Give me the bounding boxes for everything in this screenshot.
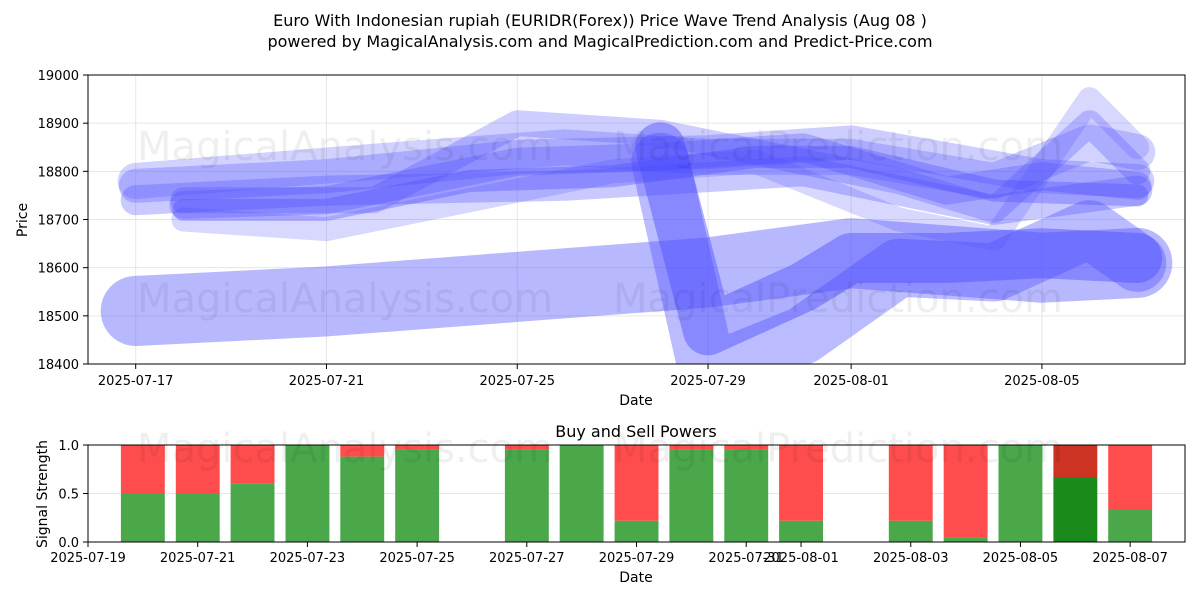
power-x-tick-label: 2025-08-05	[983, 551, 1059, 566]
power-y-ticks: 0.0 0.5 1.0	[58, 439, 88, 551]
price-wave-series	[171, 87, 1150, 251]
price-y-tick-label: 18500	[38, 310, 79, 325]
chart-title-line2: powered by MagicalAnalysis.com and Magic…	[267, 32, 932, 51]
buy-power-bar	[285, 445, 330, 542]
buy-power-bar	[504, 449, 549, 542]
price-y-tick-label: 18700	[38, 214, 79, 229]
price-wave-series	[169, 133, 1152, 219]
buy-power-bar	[230, 483, 275, 542]
power-chart: Buy and Sell Powers MagicalAnalysis.com …	[35, 422, 1186, 586]
power-x-tick-label: 2025-08-01	[763, 551, 839, 566]
power-x-tick-label: 2025-07-21	[160, 551, 236, 566]
sell-power-bar	[669, 445, 714, 450]
buy-power-bar	[1053, 477, 1098, 542]
price-wave-series	[120, 156, 1153, 225]
price-x-ticks: 2025-07-17 2025-07-21 2025-07-25 2025-07-29…	[98, 364, 1080, 389]
price-x-tick-label: 2025-07-29	[670, 374, 746, 389]
sell-power-bar	[340, 445, 385, 457]
buy-power-bar	[614, 520, 659, 542]
sell-power-bar	[943, 445, 988, 538]
power-y-tick-label: 1.0	[58, 439, 79, 454]
power-watermark-left: MagicalAnalysis.com	[137, 426, 553, 472]
sell-power-bar	[888, 445, 933, 521]
watermark-left: MagicalAnalysis.com	[137, 124, 553, 170]
price-x-tick-label: 2025-07-21	[289, 374, 365, 389]
sell-power-bar	[230, 445, 275, 484]
buy-power-bar	[724, 449, 769, 542]
power-x-tick-label: 2025-07-23	[270, 551, 346, 566]
sell-power-bar	[504, 445, 549, 450]
buy-power-bar	[779, 520, 823, 542]
power-x-tick-label: 2025-07-29	[599, 551, 675, 566]
sell-power-bar	[614, 445, 659, 521]
power-x-tick-label: 2025-07-27	[489, 551, 565, 566]
price-watermarks: MagicalAnalysis.com MagicalPrediction.co…	[137, 124, 1063, 322]
price-wave-series	[170, 110, 1151, 223]
price-y-tick-label: 18400	[38, 358, 79, 373]
buy-power-bar	[998, 445, 1043, 542]
price-wave-series	[100, 218, 1173, 346]
power-x-tick-label: 2025-07-25	[379, 551, 455, 566]
power-x-tick-label: 2025-07-19	[50, 551, 126, 566]
buy-power-bar	[943, 537, 988, 542]
price-y-tick-label: 18800	[38, 165, 79, 180]
sell-power-bar	[779, 445, 823, 521]
price-wave-series	[118, 125, 1155, 203]
price-wave-series	[635, 122, 1163, 356]
price-y-ticks: 18400 18500 18600 18700 18800 18900 19000	[38, 69, 88, 373]
watermark-right-lower: MagicalPrediction.com	[613, 276, 1063, 322]
sell-power-bar	[395, 445, 440, 450]
power-x-ticks: 2025-07-19 2025-07-21 2025-07-23 2025-07-25…	[50, 542, 1168, 566]
power-x-tick-label: 2025-08-03	[873, 551, 949, 566]
power-bars	[120, 445, 1153, 542]
sell-power-bar	[120, 445, 165, 494]
price-x-tick-label: 2025-08-01	[813, 374, 889, 389]
price-y-tick-label: 19000	[38, 69, 79, 84]
price-wave-series	[117, 124, 1156, 199]
power-y-tick-label: 0.0	[58, 536, 79, 551]
power-x-tick-label: 2025-08-07	[1092, 551, 1168, 566]
power-watermark-right: MagicalPrediction.com	[613, 426, 1063, 472]
price-x-tick-label: 2025-07-25	[479, 374, 555, 389]
price-chart: MagicalAnalysis.com MagicalPrediction.co…	[15, 69, 1186, 409]
price-y-tick-label: 18900	[38, 117, 79, 132]
price-wave-series	[172, 145, 1149, 221]
price-waves	[100, 87, 1173, 364]
price-y-axis-label: Price	[15, 203, 31, 237]
sell-power-bar	[724, 445, 769, 450]
power-x-tick-label: 2025-07-31	[708, 551, 784, 566]
power-watermarks: MagicalAnalysis.com MagicalPrediction.co…	[137, 426, 1063, 472]
price-x-axis-label: Date	[619, 393, 652, 409]
power-chart-title: Buy and Sell Powers	[555, 422, 717, 441]
price-wave-series	[631, 132, 1167, 364]
power-y-axis-label: Signal Strength	[35, 440, 51, 548]
power-y-tick-label: 0.5	[58, 488, 79, 503]
watermark-left-lower: MagicalAnalysis.com	[137, 276, 553, 322]
price-x-tick-label: 2025-08-05	[1004, 374, 1080, 389]
chart-title-line1: Euro With Indonesian rupiah (EURIDR(Fore…	[273, 11, 927, 30]
buy-power-bar	[395, 449, 440, 542]
sell-power-bar	[1053, 445, 1098, 477]
buy-power-bar	[559, 445, 604, 542]
buy-power-bar	[120, 493, 165, 542]
price-x-tick-label: 2025-07-17	[98, 374, 174, 389]
watermark-right: MagicalPrediction.com	[613, 124, 1063, 170]
buy-power-bar	[340, 456, 385, 542]
buy-power-bar	[175, 493, 220, 542]
buy-power-bar	[1108, 510, 1153, 542]
buy-power-bar	[888, 520, 933, 542]
sell-power-bar	[175, 445, 220, 494]
sell-power-bar	[1108, 445, 1153, 510]
price-y-tick-label: 18600	[38, 262, 79, 277]
buy-power-bar	[669, 449, 714, 542]
power-x-axis-label: Date	[619, 570, 652, 586]
